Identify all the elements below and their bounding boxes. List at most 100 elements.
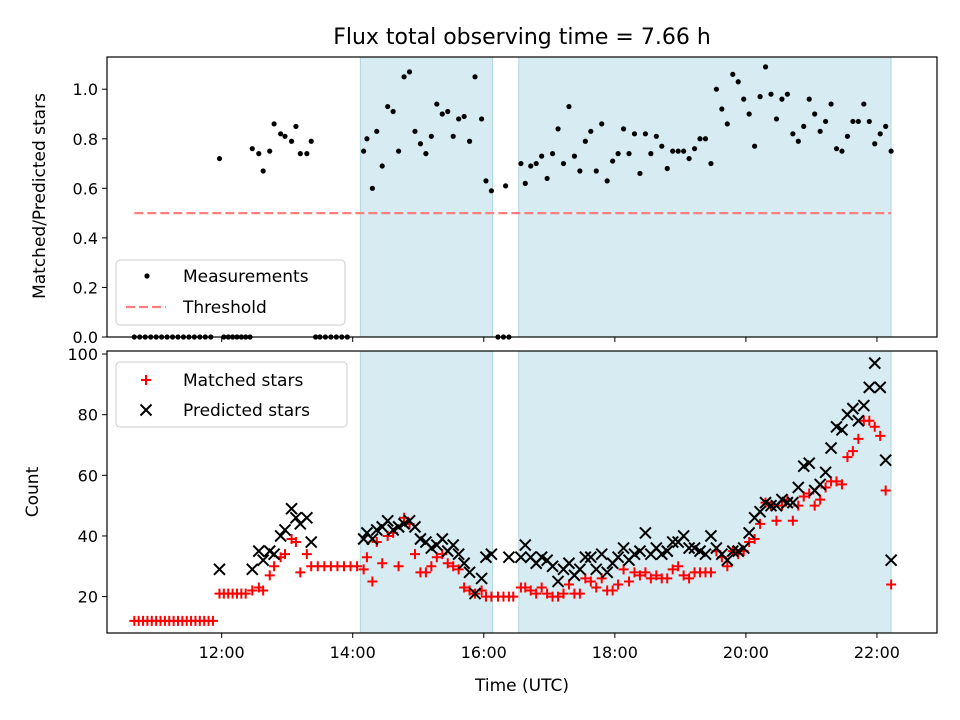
top-y-axis-label: Matched/Predicted stars [30,93,50,299]
measurement-point [877,131,883,137]
measurement-point [773,116,780,122]
measurement-point [412,128,418,134]
matched-stars-point [886,579,897,590]
matched-stars-point [815,494,826,505]
predicted-stars-point [252,544,266,558]
measurement-point [461,113,467,120]
measurement-point [304,151,310,157]
measurement-point [483,178,489,184]
measurement-point [637,170,643,177]
matched-stars-point [448,561,459,572]
predicted-stars-point [835,423,849,437]
predicted-stars-point [468,587,482,600]
matched-stars-point [722,561,733,572]
legend-marker-measurements [144,273,150,279]
y-tick-label: 80 [78,406,98,425]
measurement-point [872,141,878,147]
predicted-stars-point [600,566,614,579]
matched-stars-point [520,582,531,593]
measurement-point [757,94,763,100]
matched-stars-point [673,561,684,572]
shaded-interval [518,350,892,634]
measurement-point [664,165,670,172]
measurement-point [249,146,255,152]
predicted-stars-point [803,456,816,470]
matched-stars-point [531,588,542,599]
top-panel: 0.0 0.2 0.4 0.6 0.8 1.0 Measurements Threshold [73,56,938,347]
predicted-stars-point [278,523,292,537]
measurement-point [522,180,528,186]
predicted-stars-point [519,538,532,552]
predicted-stars-point [502,550,516,564]
measurement-point [653,133,659,139]
predicted-stars-point [611,550,625,564]
predicted-stars-point [446,538,460,552]
predicted-stars-point [457,557,471,570]
predicted-stars-point [514,550,528,564]
measurement-point [615,151,621,157]
matched-stars-point [367,576,378,587]
predicted-stars-point [874,381,887,394]
measurement-point [450,133,456,139]
measurement-point [823,118,829,125]
measurement-point [850,118,856,125]
predicted-stars-point [436,532,449,546]
measurement-point [428,133,434,139]
matched-stars-point [280,549,291,560]
predicted-stars-point [721,554,734,567]
matched-stars-point [771,515,782,526]
predicted-stars-point [792,481,805,494]
predicted-stars-point [579,550,592,564]
measurement-point [271,121,277,127]
measurement-point [855,118,861,125]
y-tick-label: 0.0 [73,328,98,347]
predicted-stars-point [274,529,287,543]
measurement-point [844,133,851,139]
measurement-point [675,148,681,154]
x-tick-label: 22:00 [854,643,900,662]
predicted-stars-point [781,496,794,509]
measurement-point [364,136,370,142]
measurement-point [686,155,692,162]
predicted-stars-point [699,547,712,561]
predicted-stars-point [824,441,838,455]
measurement-point [566,103,572,110]
predicted-stars-point [590,563,603,576]
measurement-point [560,160,567,167]
matched-stars-point [624,576,635,587]
measurement-point [719,106,725,112]
matched-stars-point [640,567,651,578]
measurement-point [478,116,485,122]
measurement-point [866,118,872,125]
measurement-point [784,91,790,97]
measurement-point [544,175,550,182]
measurement-point [256,151,262,157]
predicted-stars-point [633,544,647,558]
matched-stars-point [596,573,607,584]
measurement-point [888,148,894,154]
measurement-point [555,126,561,132]
predicted-stars-point [677,529,690,543]
predicted-stars-point [300,511,314,524]
measurement-point [390,108,396,115]
y-tick-label: 20 [78,588,98,607]
legend-marker-matched [141,375,151,385]
matched-stars-point [207,615,218,626]
measurement-point [406,69,413,75]
matched-stars-point [634,570,645,581]
predicted-stars-point [868,356,881,370]
measurement-point [369,185,375,191]
measurement-point [713,86,719,92]
matched-stars-point [869,421,880,432]
legend-label-threshold: Threshold [182,298,267,318]
predicted-stars-point [666,535,679,549]
matched-stars-point [553,591,564,602]
measurement-point [626,151,632,157]
measurement-point [488,188,495,194]
predicted-stars-point [682,541,696,555]
matched-stars-point [542,588,553,599]
matched-stars-point [618,564,629,575]
matched-stars-point [662,573,673,584]
measurement-point [779,96,785,102]
